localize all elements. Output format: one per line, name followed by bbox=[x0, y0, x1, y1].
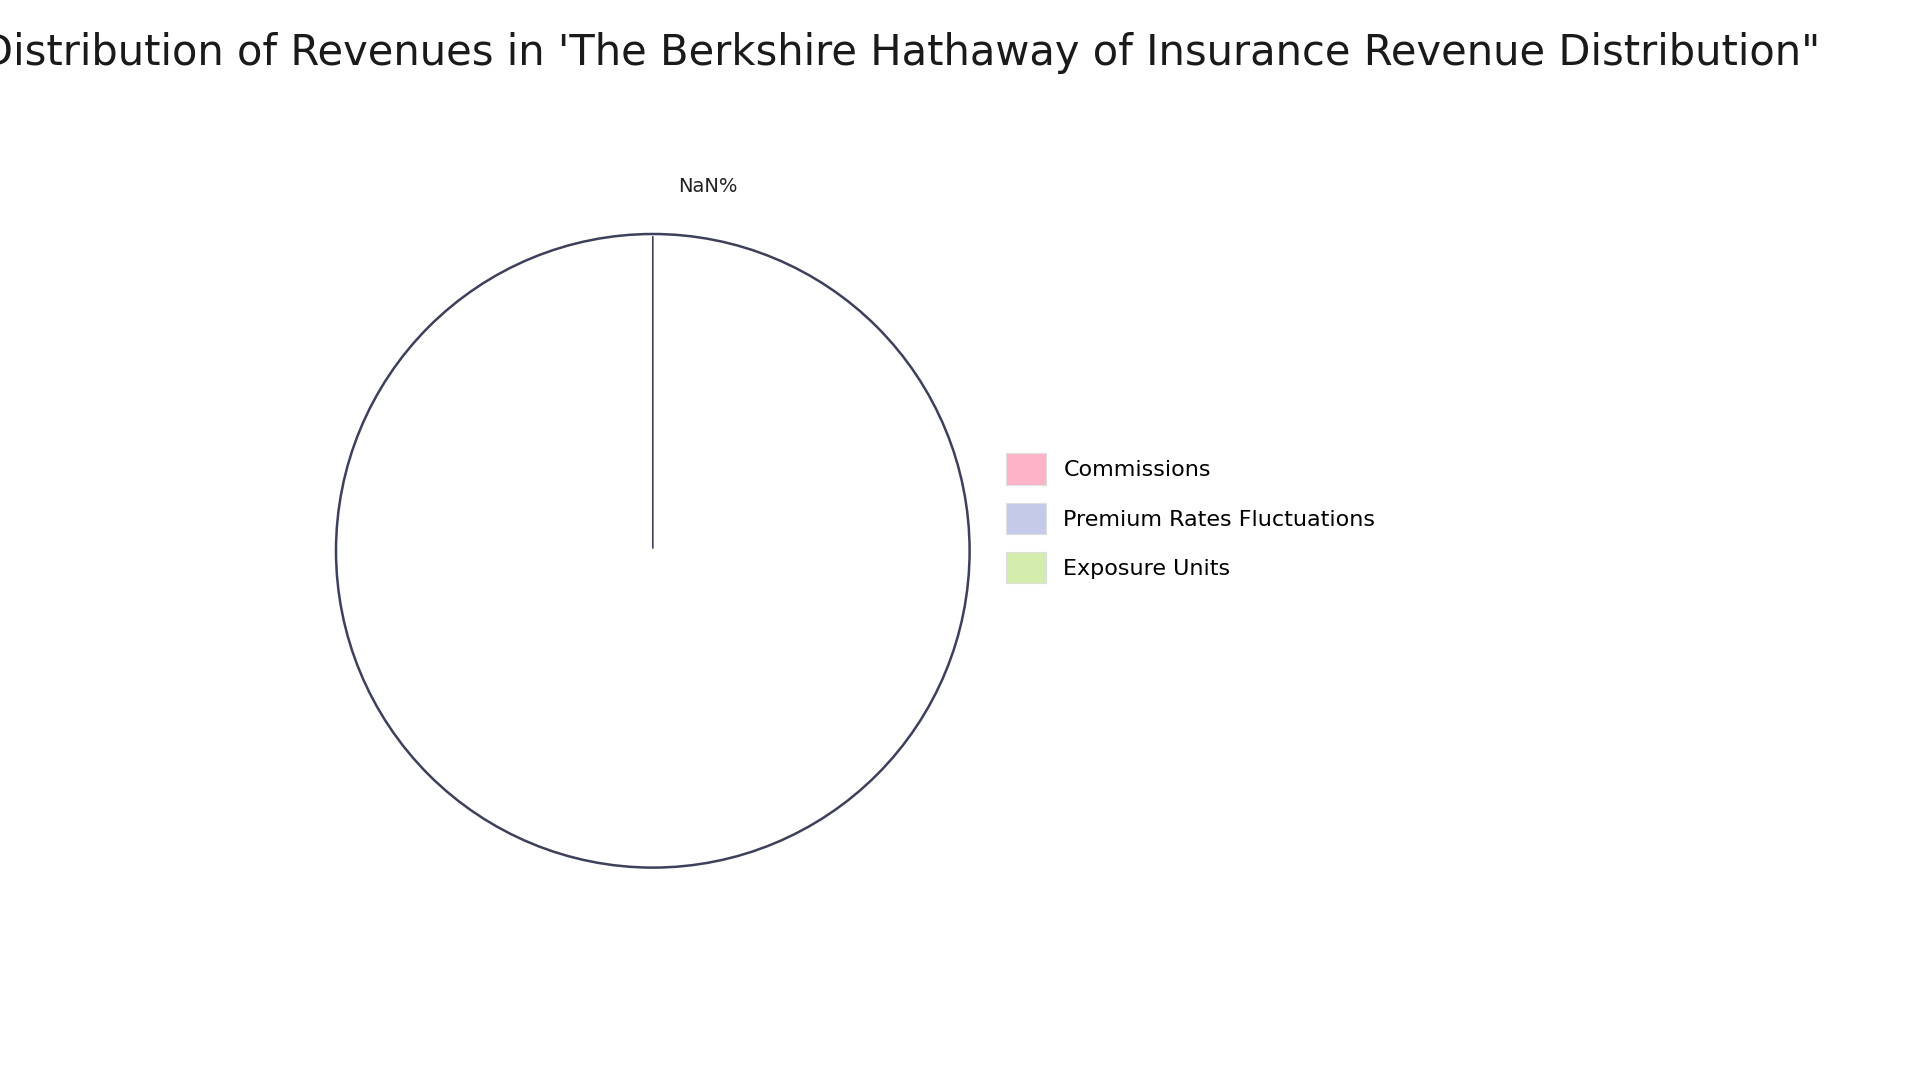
Text: NaN%: NaN% bbox=[678, 177, 737, 195]
Legend: Commissions, Premium Rates Fluctuations, Exposure Units: Commissions, Premium Rates Fluctuations,… bbox=[1006, 454, 1375, 583]
Circle shape bbox=[336, 234, 970, 867]
Text: Distribution of Revenues in 'The Berkshire Hathaway of Insurance Revenue Distrib: Distribution of Revenues in 'The Berkshi… bbox=[0, 32, 1820, 75]
